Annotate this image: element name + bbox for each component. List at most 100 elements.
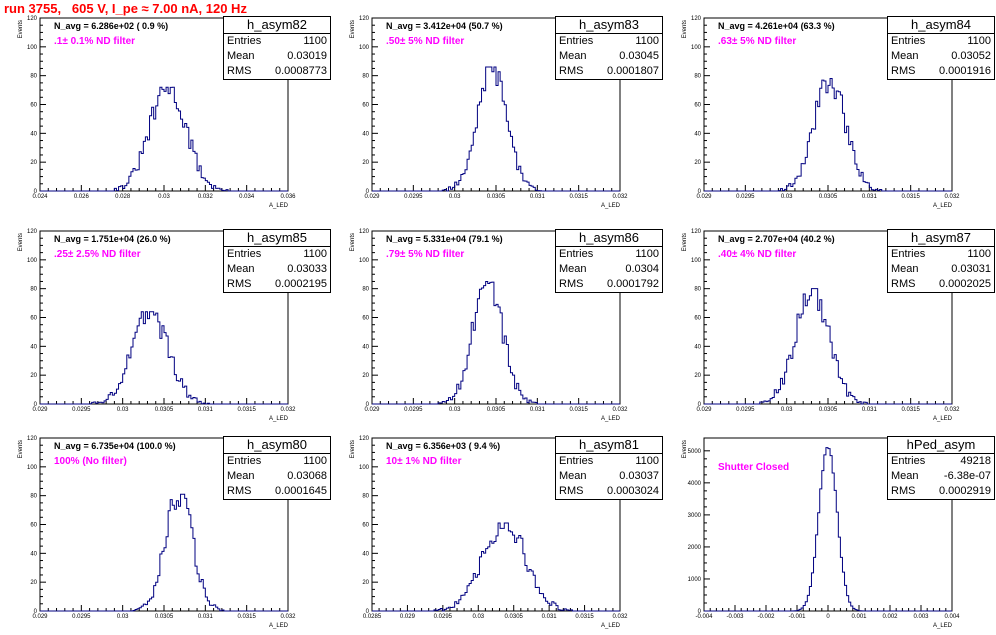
rms-value: 0.0002025 xyxy=(939,278,991,290)
rms-label: RMS xyxy=(891,485,916,497)
y-tick-label: 60 xyxy=(362,316,369,322)
x-tick-label: 0.032 xyxy=(280,614,296,620)
histogram-name: h_asym84 xyxy=(888,17,994,34)
histogram-panel: 0 20 40 60 80 100 120 0.029 0.0295 0.03 0.0305 0.03… xyxy=(332,221,664,428)
y-tick-label: 80 xyxy=(694,287,701,293)
entries-label: Entries xyxy=(559,248,594,260)
x-axis-label: A_LED xyxy=(601,203,621,209)
x-tick-label: 0.0315 xyxy=(575,614,594,620)
x-tick-label: 0.0315 xyxy=(901,407,920,413)
x-tick-label: 0.031 xyxy=(530,407,546,413)
mean-value: -6.38e-07 xyxy=(943,470,991,482)
x-tick-label: 0.029 xyxy=(696,407,712,413)
x-tick-label: 0.03 xyxy=(449,407,461,413)
y-tick-label: 80 xyxy=(30,287,37,293)
y-tick-label: 20 xyxy=(362,373,369,379)
stats-box: h_asym84 Entries 1100 Mean 0.03052 RMS 0.00019… xyxy=(887,16,995,80)
stats-mean-row: Mean 0.03045 xyxy=(556,49,662,64)
y-tick-label: 80 xyxy=(30,494,37,500)
y-tick-label: 40 xyxy=(362,344,369,350)
mean-label: Mean xyxy=(559,470,587,482)
stats-entries-row: Entries 1100 xyxy=(888,34,994,49)
entries-value: 1100 xyxy=(303,35,327,47)
stats-rms-row: RMS 0.0002919 xyxy=(888,484,994,499)
x-tick-label: 0.029 xyxy=(364,194,380,200)
entries-label: Entries xyxy=(891,455,926,467)
x-tick-label: 0.0315 xyxy=(569,407,588,413)
rms-value: 0.0002195 xyxy=(275,278,327,290)
x-tick-label: 0.034 xyxy=(239,194,255,200)
y-axis-label: Events xyxy=(350,233,356,251)
x-tick-label: 0.031 xyxy=(530,194,546,200)
rms-label: RMS xyxy=(559,278,584,290)
y-tick-label: 3000 xyxy=(688,513,702,519)
y-tick-label: 40 xyxy=(362,131,369,137)
entries-value: 1100 xyxy=(303,455,327,467)
histogram-series xyxy=(40,86,288,192)
y-tick-label: 100 xyxy=(359,45,370,51)
stats-box: h_asym86 Entries 1100 Mean 0.0304 RMS 0.000179… xyxy=(555,229,663,293)
histogram-name: h_asym83 xyxy=(556,17,662,34)
stats-rms-row: RMS 0.0001916 xyxy=(888,64,994,79)
filter-label: .1± 0.1% ND filter xyxy=(54,36,136,47)
x-tick-label: 0.003 xyxy=(913,614,929,620)
stats-entries-row: Entries 1100 xyxy=(556,247,662,262)
histogram-series xyxy=(704,78,952,192)
mean-label: Mean xyxy=(891,263,919,275)
histogram-panel: 0 20 40 60 80 100 120 0.029 0.0295 0.03 0.0305 0.03… xyxy=(0,221,332,428)
x-tick-label: 0.0295 xyxy=(404,407,423,413)
histogram-svg: 0 20 40 60 80 100 120 0.029 0.0295 0.03 0.0305 0.03… xyxy=(682,16,960,209)
entries-label: Entries xyxy=(559,455,594,467)
y-axis-label: Events xyxy=(18,20,24,38)
y-tick-label: 20 xyxy=(362,160,369,166)
y-tick-label: 120 xyxy=(691,16,702,22)
mean-label: Mean xyxy=(227,263,255,275)
y-axis-label: Events xyxy=(350,440,356,458)
mean-value: 0.03019 xyxy=(287,50,327,62)
histogram-svg: 0 20 40 60 80 100 120 0.029 0.0295 0.03 0.0305 0.03… xyxy=(682,229,960,422)
rms-value: 0.0008773 xyxy=(275,65,327,77)
stats-box: h_asym80 Entries 1100 Mean 0.03068 RMS 0.00016… xyxy=(223,436,331,500)
y-tick-label: 120 xyxy=(27,229,38,235)
x-tick-label: 0.0295 xyxy=(736,407,755,413)
x-tick-label: 0.036 xyxy=(280,194,296,200)
x-tick-label: 0.0315 xyxy=(569,194,588,200)
rms-label: RMS xyxy=(891,65,916,77)
stats-box: h_asym81 Entries 1100 Mean 0.03037 RMS 0.00030… xyxy=(555,436,663,500)
x-tick-label: 0 xyxy=(826,614,830,620)
entries-value: 49218 xyxy=(960,455,991,467)
y-tick-label: 0 xyxy=(366,189,370,195)
entries-label: Entries xyxy=(891,35,926,47)
stats-entries-row: Entries 1100 xyxy=(556,34,662,49)
x-axis-label: A_LED xyxy=(933,203,953,209)
stats-rms-row: RMS 0.0003024 xyxy=(556,484,662,499)
x-tick-label: 0.0295 xyxy=(72,407,91,413)
y-tick-label: 120 xyxy=(359,436,370,442)
x-tick-label: 0.0315 xyxy=(901,194,920,200)
histogram-name: h_asym80 xyxy=(224,437,330,454)
stats-mean-row: Mean 0.03033 xyxy=(224,262,330,277)
x-tick-label: 0.029 xyxy=(364,407,380,413)
mean-label: Mean xyxy=(559,50,587,62)
y-tick-label: 0 xyxy=(698,402,702,408)
mean-value: 0.03033 xyxy=(287,263,327,275)
y-tick-label: 80 xyxy=(30,74,37,80)
y-tick-label: 20 xyxy=(30,160,37,166)
stats-entries-row: Entries 49218 xyxy=(888,454,994,469)
entries-value: 1100 xyxy=(303,248,327,260)
y-axis-label: Events xyxy=(682,233,688,251)
x-tick-label: 0.0295 xyxy=(404,194,423,200)
x-tick-label: 0.0295 xyxy=(72,614,91,620)
n-avg-label: N_avg = 6.356e+03 ( 9.4 %) xyxy=(386,441,501,451)
x-tick-label: 0.032 xyxy=(612,407,628,413)
x-axis-label: A_LED xyxy=(269,203,289,209)
histogram-name: h_asym87 xyxy=(888,230,994,247)
rms-label: RMS xyxy=(227,485,252,497)
x-tick-label: -0.003 xyxy=(726,614,744,620)
y-tick-label: 40 xyxy=(30,344,37,350)
entries-label: Entries xyxy=(559,35,594,47)
y-tick-label: 100 xyxy=(691,45,702,51)
y-tick-label: 1000 xyxy=(688,577,702,583)
rms-value: 0.0001792 xyxy=(607,278,659,290)
mean-value: 0.03052 xyxy=(951,50,991,62)
